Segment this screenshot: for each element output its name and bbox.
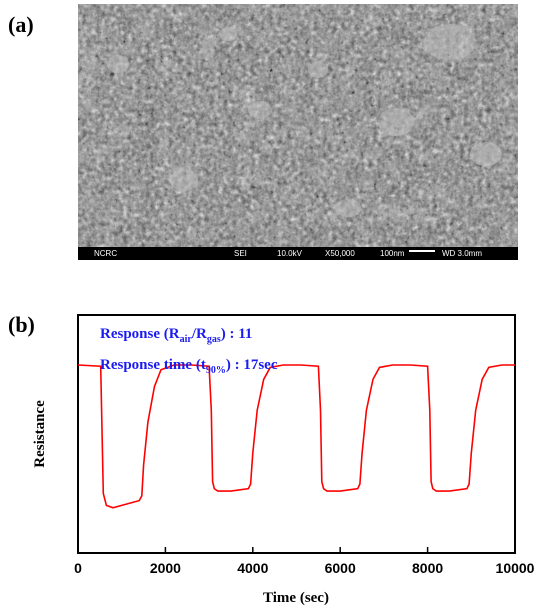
x-tick-label: 10000 — [496, 560, 535, 576]
resistance-chart: 0 2000 4000 6000 8000 10000 Response (Rair/Rg… — [32, 314, 535, 606]
x-tick-label: 4000 — [237, 560, 268, 576]
x-tick-label: 2000 — [150, 560, 181, 576]
x-tick-label: 8000 — [412, 560, 443, 576]
sem-info-bar: NCRC SEI 10.0kV X50,000 100nm WD 3.0mm — [78, 247, 518, 260]
y-axis-title: Resistance — [32, 400, 48, 468]
sem-detector: SEI — [234, 249, 247, 258]
sem-instrument: NCRC — [94, 249, 118, 258]
x-tick-label: 6000 — [325, 560, 356, 576]
x-tick-label: 0 — [74, 560, 82, 576]
panel-b-label: (b) — [8, 312, 35, 337]
sem-texture — [78, 4, 518, 247]
panel-a-label: (a) — [8, 12, 34, 37]
response-annotation: Response (Rair/Rgas) : 11 — [100, 326, 252, 345]
resistance-series-line — [77, 364, 515, 509]
response-time-annotation: Response time (t90%) : 17sec — [100, 357, 278, 376]
x-axis-title: Time (sec) — [263, 590, 329, 606]
sem-voltage: 10.0kV — [277, 249, 302, 258]
sem-working-distance: WD 3.0mm — [442, 249, 482, 258]
x-axis: 0 2000 4000 6000 8000 10000 — [74, 547, 535, 576]
plot-area-frame — [77, 314, 516, 554]
sem-micrograph: NCRC SEI 10.0kV X50,000 100nm WD 3.0mm — [78, 4, 518, 260]
sem-scale-label: 100nm — [380, 249, 405, 258]
sem-magnification: X50,000 — [325, 249, 355, 258]
sem-scale-bar — [409, 250, 435, 252]
